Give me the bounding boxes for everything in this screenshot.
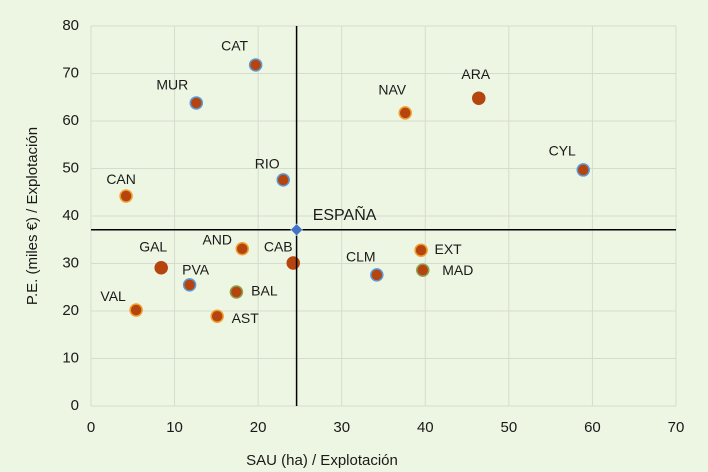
point-label: AND <box>202 231 232 247</box>
point-label: CAN <box>106 171 136 187</box>
point <box>154 261 168 275</box>
x-tick-label: 30 <box>333 419 350 436</box>
point-label: CAB <box>264 239 293 255</box>
point <box>119 189 133 203</box>
point <box>290 223 303 237</box>
point-label: ESPAÑA <box>313 204 377 224</box>
x-tick-label: 70 <box>668 419 685 436</box>
point-label: GAL <box>139 238 167 254</box>
y-tick-label: 80 <box>62 17 79 34</box>
point <box>229 285 244 299</box>
point-label: MAD <box>442 262 473 278</box>
point <box>398 106 412 120</box>
point <box>182 278 197 292</box>
y-tick-label: 10 <box>62 349 79 366</box>
point <box>414 243 428 257</box>
x-tick-label: 40 <box>417 419 434 436</box>
point-label: CAT <box>221 38 248 54</box>
y-tick-label: 40 <box>62 207 79 224</box>
point <box>472 91 486 105</box>
y-axis-label: P.E. (miles €) / Explotación <box>24 127 41 305</box>
point-label: NAV <box>378 82 406 98</box>
x-axis-label: SAU (ha) / Explotación <box>246 452 398 469</box>
y-tick-label: 0 <box>71 397 79 414</box>
x-tick-label: 0 <box>87 419 95 436</box>
point <box>276 173 290 187</box>
x-tick-label: 60 <box>584 419 601 436</box>
point-label: CYL <box>549 143 576 159</box>
x-tick-label: 50 <box>501 419 518 436</box>
point <box>248 58 263 72</box>
x-tick-label: 10 <box>166 419 183 436</box>
y-tick-label: 60 <box>62 112 79 129</box>
point <box>189 96 204 110</box>
point <box>416 263 430 277</box>
y-tick-label: 50 <box>62 159 79 176</box>
point <box>210 309 224 323</box>
point <box>235 242 250 256</box>
y-tick-label: 20 <box>62 302 79 319</box>
point <box>370 268 384 282</box>
point-label: EXT <box>434 241 462 257</box>
point-label: MUR <box>156 77 188 93</box>
point-label: CLM <box>346 249 376 265</box>
point-label: ARA <box>461 66 490 82</box>
point-label: VAL <box>100 288 126 304</box>
point <box>129 303 143 317</box>
y-tick-label: 30 <box>62 254 79 271</box>
point <box>576 163 590 177</box>
point-label: AST <box>232 310 260 326</box>
x-tick-label: 20 <box>250 419 267 436</box>
point-label: PVA <box>182 262 210 278</box>
y-tick-label: 70 <box>62 64 79 81</box>
point-label: RIO <box>255 156 280 172</box>
point <box>286 256 300 270</box>
point-label: BAL <box>251 283 278 299</box>
